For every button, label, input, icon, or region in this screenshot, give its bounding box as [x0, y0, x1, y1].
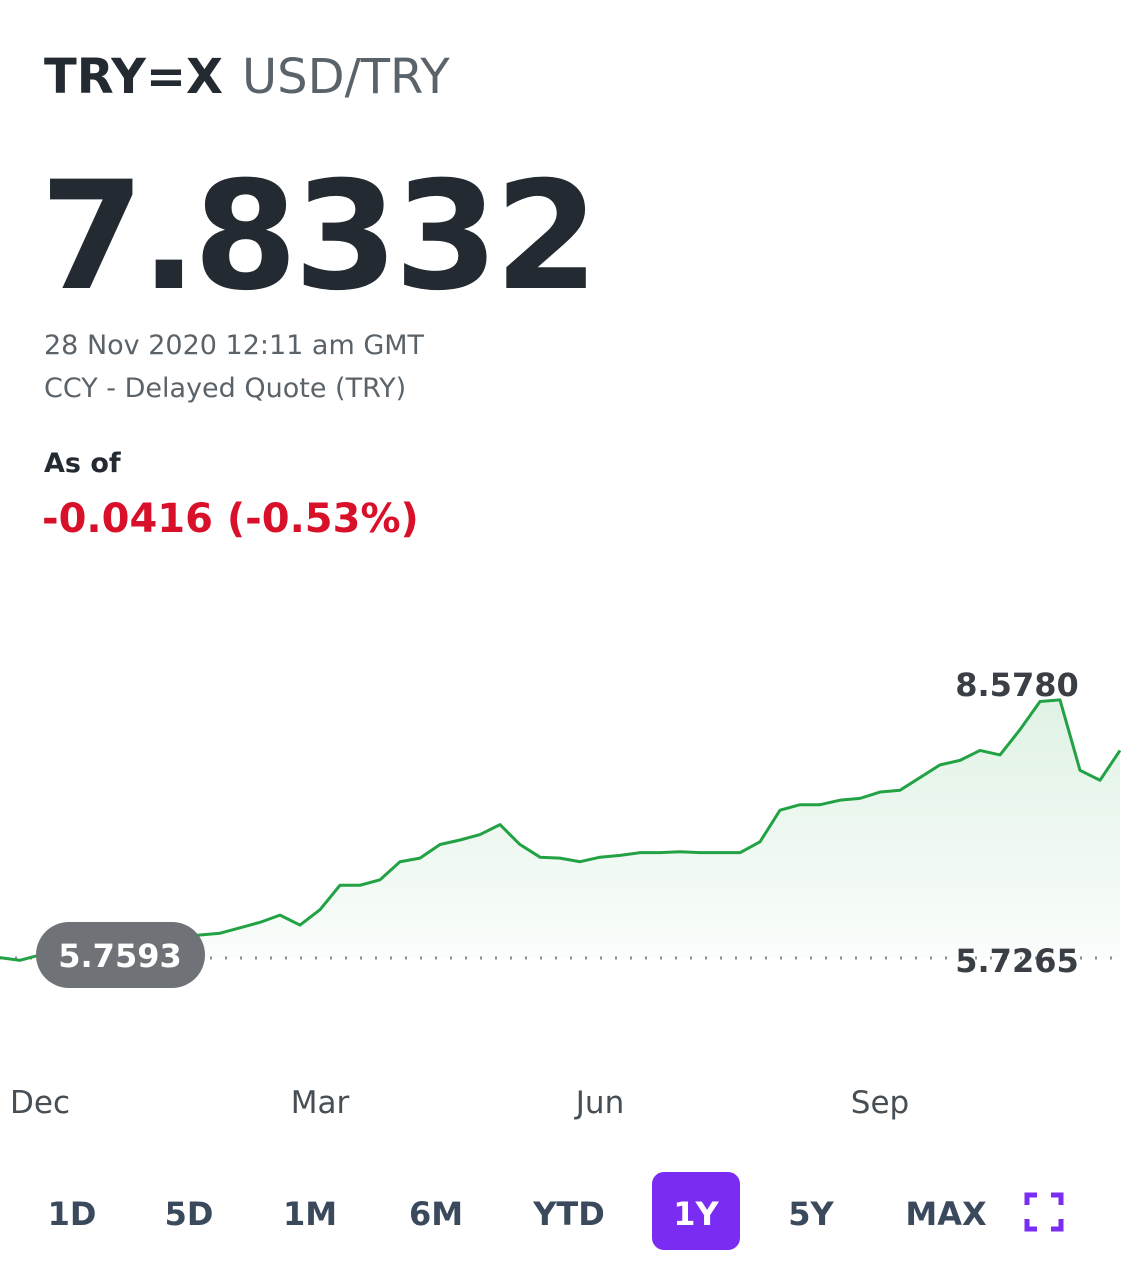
- current-pill: [36, 921, 205, 988]
- range-button[interactable]: 5D: [165, 1195, 214, 1233]
- quote-source: CCY - Delayed Quote (TRY): [44, 373, 406, 404]
- fullscreen-glyph[interactable]: [1024, 1192, 1064, 1232]
- current-label: 5.7593: [58, 937, 181, 975]
- range-button[interactable]: 1Y: [673, 1195, 719, 1233]
- fullscreen-icon[interactable]: [1024, 1192, 1064, 1232]
- instrument-name: USD/TRY: [242, 49, 450, 105]
- range-selector: 1D 5D 1M 6M YTD 1Y 5Y MAX: [48, 1172, 987, 1250]
- range-button[interactable]: 5Y: [788, 1195, 834, 1233]
- reference-label: 5.7265: [955, 942, 1078, 980]
- price: 7.8332: [40, 150, 595, 324]
- high-label: 8.5780: [955, 666, 1078, 704]
- symbol: TRY=X: [44, 49, 223, 105]
- range-selected-bg[interactable]: [652, 1172, 740, 1250]
- as-of-label: As of: [44, 448, 121, 479]
- price-area: [0, 699, 1120, 961]
- change: -0.0416 (-0.53%): [42, 496, 419, 542]
- x-tick-label: Dec: [10, 1085, 70, 1121]
- timestamp: 28 Nov 2020 12:11 am GMT: [44, 330, 425, 361]
- range-button[interactable]: 6M: [409, 1195, 463, 1233]
- range-button[interactable]: 1D: [48, 1195, 97, 1233]
- x-tick-label: Jun: [574, 1085, 624, 1121]
- range-button[interactable]: 1M: [283, 1195, 337, 1233]
- chart: 8.5780 5.7265 5.7593 Dec Mar Jun Sep: [0, 666, 1121, 1121]
- x-tick-label: Mar: [291, 1085, 350, 1121]
- x-tick-label: Sep: [851, 1085, 909, 1121]
- range-button[interactable]: MAX: [905, 1195, 987, 1233]
- range-button[interactable]: YTD: [532, 1195, 605, 1233]
